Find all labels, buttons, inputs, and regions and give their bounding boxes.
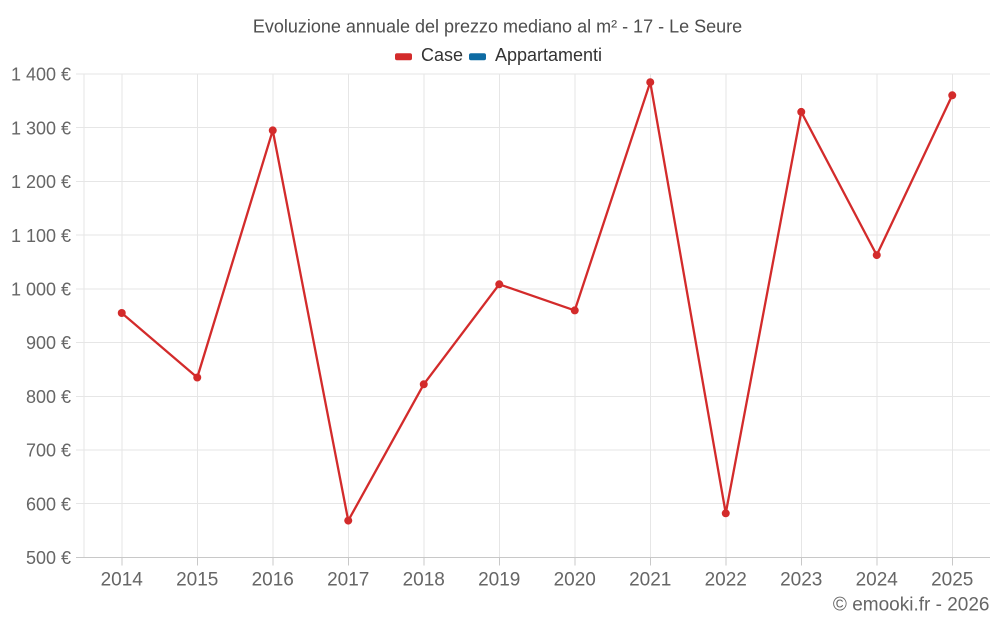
svg-text:2020: 2020 <box>554 569 596 590</box>
svg-text:2024: 2024 <box>856 569 899 590</box>
svg-text:Evoluzione annuale del prezzo: Evoluzione annuale del prezzo mediano al… <box>253 16 742 36</box>
svg-text:800 €: 800 € <box>26 387 71 407</box>
svg-text:1 000 €: 1 000 € <box>11 280 71 300</box>
svg-text:2021: 2021 <box>629 569 671 590</box>
svg-text:500 €: 500 € <box>26 548 71 568</box>
svg-text:2025: 2025 <box>931 569 973 590</box>
svg-text:Appartamenti: Appartamenti <box>495 45 602 65</box>
svg-text:2022: 2022 <box>705 569 747 590</box>
svg-text:1 100 €: 1 100 € <box>11 226 71 246</box>
svg-text:600 €: 600 € <box>26 494 71 514</box>
svg-text:900 €: 900 € <box>26 333 71 353</box>
svg-text:1 200 €: 1 200 € <box>11 172 71 192</box>
svg-text:2017: 2017 <box>327 569 369 590</box>
svg-text:2016: 2016 <box>252 569 294 590</box>
svg-text:2019: 2019 <box>478 569 520 590</box>
svg-text:2023: 2023 <box>780 569 822 590</box>
svg-text:2015: 2015 <box>176 569 218 590</box>
svg-text:Case: Case <box>421 45 463 65</box>
svg-text:2014: 2014 <box>101 569 144 590</box>
svg-text:© emooki.fr - 2026: © emooki.fr - 2026 <box>833 595 990 616</box>
svg-text:1 400 €: 1 400 € <box>11 65 71 85</box>
svg-text:1 300 €: 1 300 € <box>11 118 71 138</box>
svg-text:700 €: 700 € <box>26 441 71 461</box>
svg-text:2018: 2018 <box>403 569 445 590</box>
